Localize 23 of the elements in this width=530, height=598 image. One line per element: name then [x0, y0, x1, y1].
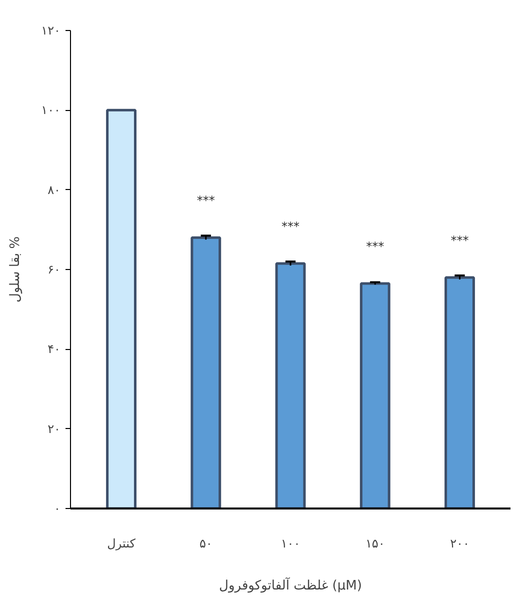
y-tick-label: ۲۰ [48, 422, 60, 436]
annotation: *** [366, 239, 384, 254]
y-tick-label: ۱۲۰ [41, 24, 61, 38]
x-tick-label: ۲۰۰ [450, 536, 470, 550]
y-tick-label: ۶۰ [48, 262, 60, 276]
y-tick-label: ۰ [54, 502, 61, 516]
y-axis-title: بقا سلول % [8, 236, 24, 303]
y-tick-label: ۱۰۰ [41, 103, 61, 118]
x-tick-label: کنترل [107, 536, 136, 550]
bar [444, 276, 475, 508]
bar [106, 108, 136, 508]
x-tick-label: ۱۵۰ [365, 536, 385, 550]
x-tick-label: ۱۰۰ [280, 536, 300, 550]
annotation: *** [282, 220, 300, 234]
bar [190, 236, 222, 508]
x-axis-title: غلظت آلفاتوکوفرول (µM) [219, 576, 362, 594]
bar [360, 282, 390, 508]
x-tick-label: ۵۰ [199, 536, 212, 550]
annotation: *** [450, 233, 469, 248]
y-tick-label: ۴۰ [48, 342, 60, 356]
y-tick-label: ۸۰ [48, 182, 60, 197]
annotation: *** [196, 194, 215, 208]
bar [275, 262, 306, 508]
